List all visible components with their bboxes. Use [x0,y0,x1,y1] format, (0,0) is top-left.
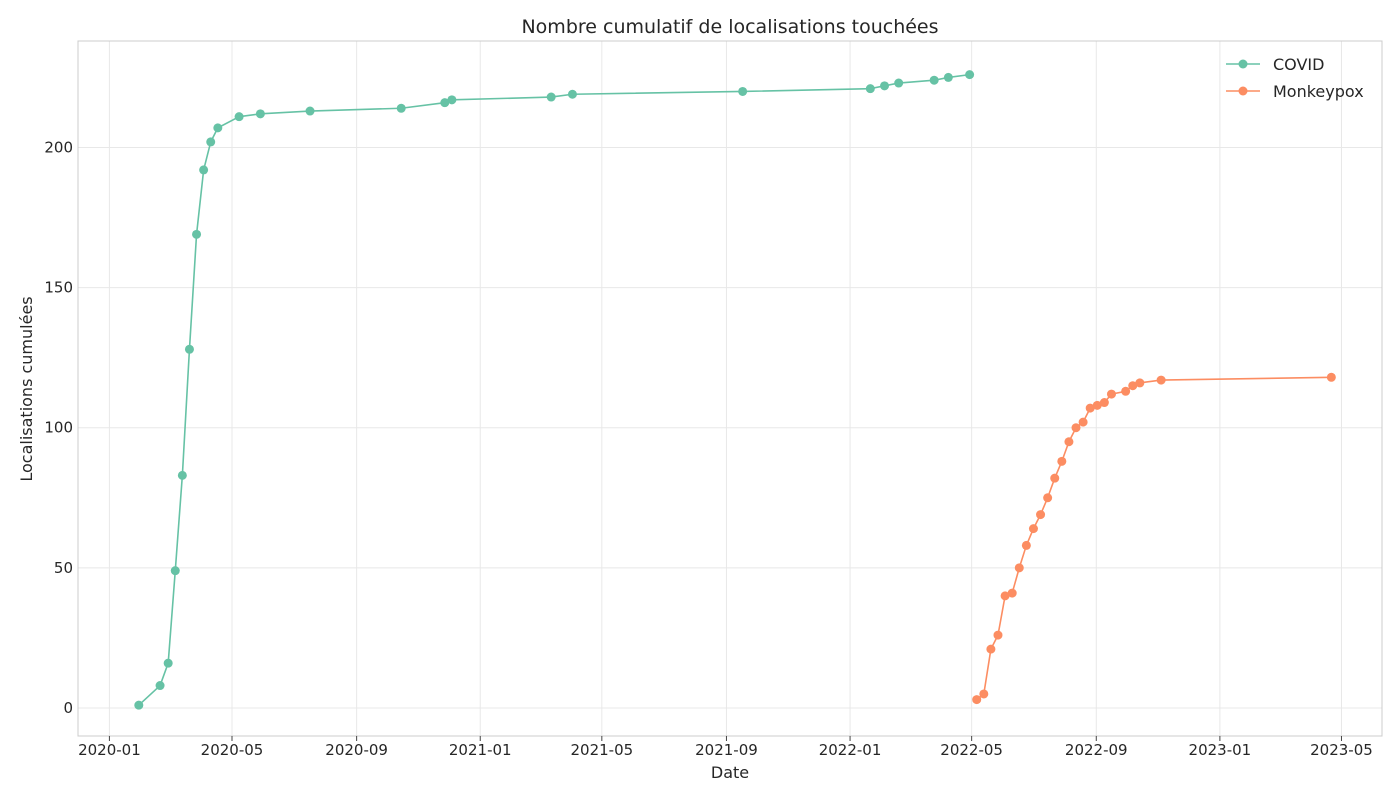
covid-point [440,98,450,108]
legend-swatch-marker [1238,59,1248,69]
series-monkeypox [972,372,1336,705]
monkeypox-point [1036,510,1046,520]
covid-point [943,72,953,82]
covid-point [880,81,890,91]
covid-point [184,344,194,354]
y-tick-label: 0 [63,699,73,717]
y-tick-label: 100 [44,419,73,437]
x-tick-label: 2022-09 [1065,741,1128,759]
covid-point [305,106,315,116]
monkeypox-point [1014,563,1024,573]
monkeypox-point [1085,403,1095,413]
y-tick-label: 50 [54,559,73,577]
chart-title: Nombre cumulatif de localisations touché… [521,16,938,38]
x-tick-label: 2023-01 [1189,741,1252,759]
monkeypox-point [1092,400,1102,410]
series-layer [134,70,1336,710]
x-tick-label: 2023-05 [1310,741,1373,759]
monkeypox-point [1071,423,1081,433]
legend: COVID Monkeypox [1226,55,1364,101]
covid-point [170,566,180,576]
legend-swatch-marker [1238,86,1248,96]
legend-item-monkeypox: Monkeypox [1226,82,1364,101]
covid-point [255,109,265,119]
monkeypox-point [1121,386,1131,396]
covid-point [738,86,748,96]
monkeypox-point [1326,372,1336,382]
covid-point [163,658,173,668]
monkeypox-point [1106,389,1116,399]
x-tick-label: 2022-05 [940,741,1003,759]
monkeypox-point [1028,524,1038,534]
x-tick-label: 2020-09 [325,741,388,759]
monkeypox-point [986,644,996,654]
y-tick-label: 200 [44,138,73,156]
series-covid [134,70,975,710]
plot-frame [77,40,1383,737]
x-tick-label: 2020-05 [201,741,264,759]
y-tick-label: 150 [44,279,73,297]
covid-point [155,681,165,691]
monkeypox-point [1156,375,1166,385]
covid-point [546,92,556,102]
covid-point [396,103,406,113]
monkeypox-point [1078,417,1088,427]
y-axis-ticks: 0 50 100 150 200 [44,138,73,716]
covid-point [192,229,202,239]
monkeypox-line [976,376,1332,701]
covid-point [134,700,144,710]
covid-line [138,73,970,706]
covid-point [567,89,577,99]
covid-point [199,165,209,175]
monkeypox-point [993,630,1003,640]
monkeypox-point [1064,437,1074,447]
covid-point [894,78,904,88]
monkeypox-point [1135,378,1145,388]
x-tick-label: 2022-01 [819,741,882,759]
covid-point [234,112,244,122]
monkeypox-point [1043,493,1053,503]
covid-point [929,75,939,85]
covid-point [447,95,457,105]
monkeypox-point [1007,588,1017,598]
x-tick-label: 2021-01 [449,741,512,759]
monkeypox-point [979,689,989,699]
covid-point [177,470,187,480]
x-axis-label: Date [711,763,749,782]
monkeypox-point [1021,540,1031,550]
legend-label: Monkeypox [1273,82,1364,101]
covid-point [213,123,223,133]
monkeypox-point [1057,456,1067,466]
covid-point [206,137,216,147]
x-tick-label: 2020-01 [78,741,141,759]
x-tick-label: 2021-05 [570,741,633,759]
x-axis-ticks: 2020-01 2020-05 2020-09 2021-01 2021-05 2021-… [78,736,1373,759]
monkeypox-point [1128,381,1138,391]
legend-label: COVID [1273,55,1324,74]
grid [78,41,1382,736]
monkeypox-point [972,695,982,705]
monkeypox-point [1099,398,1109,408]
x-tick-label: 2021-09 [695,741,758,759]
y-axis-label: Localisations cumulées [17,296,36,481]
covid-point [865,84,875,94]
monkeypox-point [1050,473,1060,483]
covid-point [965,70,975,80]
legend-item-covid: COVID [1226,55,1324,74]
monkeypox-point [1000,591,1010,601]
